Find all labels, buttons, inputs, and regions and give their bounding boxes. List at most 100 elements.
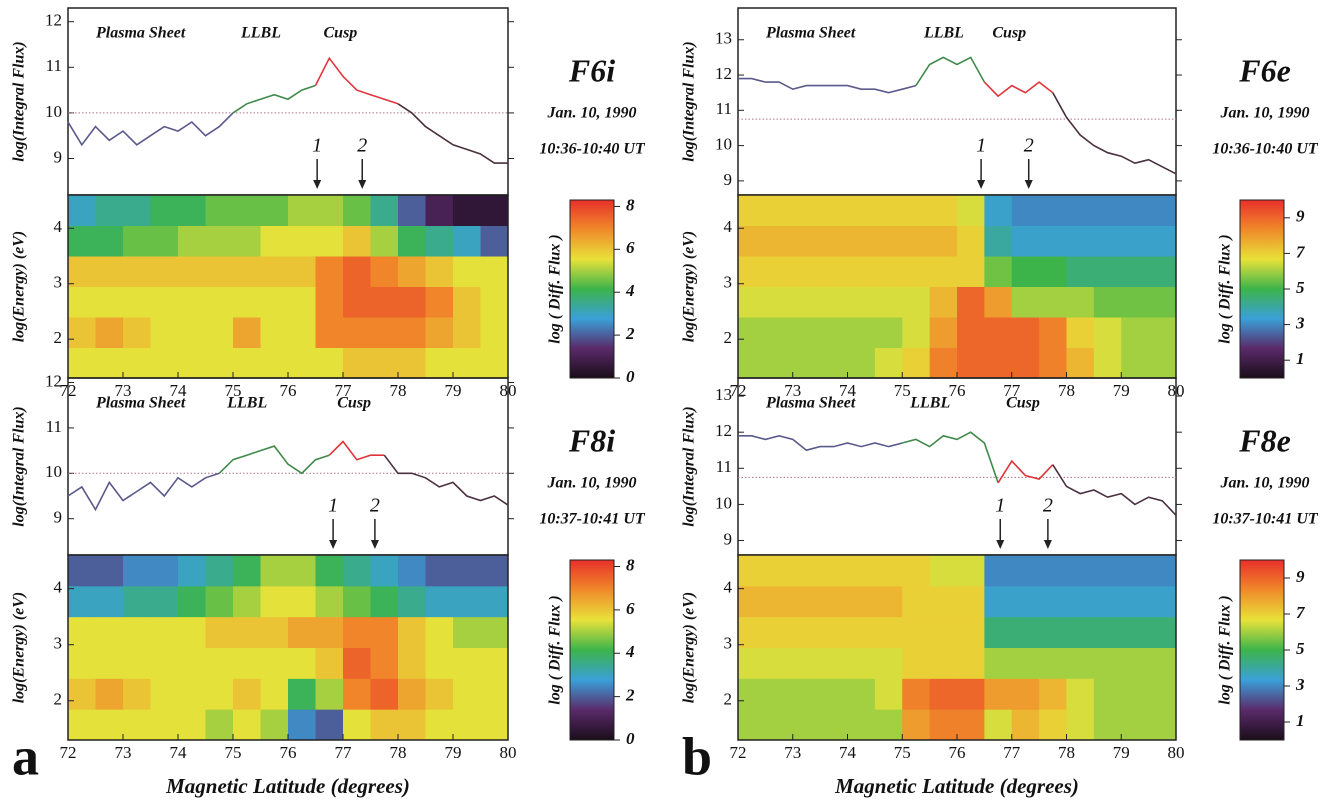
- spectrogram-cell: [233, 585, 261, 618]
- spectrogram-cell: [765, 616, 794, 648]
- spectrogram-cell: [123, 286, 151, 318]
- spectrogram-cell: [847, 678, 876, 710]
- spectrogram-cell: [929, 709, 958, 741]
- spectrogram-cell: [1093, 256, 1122, 287]
- flux-line: [383, 454, 509, 506]
- panel-title: F8e: [1238, 422, 1291, 458]
- spectrogram-cell: [370, 317, 399, 348]
- spectrogram-cell: [1066, 585, 1095, 618]
- spectrogram-cell: [738, 616, 766, 648]
- x-tick-label: 80: [1168, 743, 1185, 762]
- spectrogram-cell: [1039, 555, 1067, 587]
- spectrogram-cell: [123, 678, 151, 710]
- spectrogram-cell: [1066, 195, 1095, 226]
- spectrogram-cell: [480, 286, 509, 318]
- arrow-label: 2: [1043, 495, 1053, 517]
- spectrogram-cell: [1121, 286, 1150, 318]
- region-label: Plasma Sheet: [95, 25, 186, 42]
- spectrogram-cell: [929, 555, 958, 587]
- panel-date: Jan. 10, 1990: [547, 475, 637, 492]
- spectrogram-cell: [205, 286, 234, 318]
- y-axis-label: log(Energy) (eV): [11, 231, 28, 343]
- arrow-head: [313, 180, 322, 189]
- spectrogram-cell: [260, 678, 289, 710]
- flux-line: [314, 56, 399, 105]
- region-label: LLBL: [923, 25, 964, 42]
- spectrogram-cell: [1121, 225, 1150, 257]
- spectrogram-cell: [738, 585, 766, 618]
- spectrogram-cell: [205, 256, 234, 287]
- spectrogram-cell: [178, 616, 206, 648]
- spectrogram-cell: [874, 225, 903, 257]
- spectrogram-cell: [874, 616, 903, 648]
- flux-line: [67, 472, 220, 512]
- spectrogram-cell: [425, 709, 454, 741]
- spectrogram-cell: [957, 195, 985, 226]
- colorbar: [1239, 199, 1285, 379]
- colorbar-tick-label: 2: [625, 686, 635, 705]
- spectrogram-cell: [178, 256, 206, 287]
- spectrogram-cell: [984, 647, 1013, 679]
- spectrogram-cell: [1121, 347, 1150, 379]
- spectrogram-cell: [178, 678, 206, 710]
- spectrogram-cell: [1121, 585, 1150, 618]
- spectrogram-cell: [874, 709, 903, 741]
- flux-line: [218, 445, 330, 475]
- region-label: Plasma Sheet: [765, 25, 856, 42]
- spectrogram-cell: [315, 286, 344, 318]
- spectrogram-cell: [765, 225, 794, 257]
- spectrogram-cell: [260, 347, 289, 379]
- spectrogram-cell: [233, 256, 261, 287]
- spectrogram-cell: [984, 585, 1013, 618]
- spectrogram-cell: [233, 709, 261, 741]
- y-tick-label: 12: [715, 64, 732, 83]
- flux-line: [997, 459, 1054, 484]
- flux-line: [1052, 464, 1177, 516]
- spectrogram-cell: [1093, 347, 1122, 379]
- spectrogram-cell: [453, 709, 481, 741]
- spectrogram-cell: [370, 347, 399, 379]
- spectrogram-cell: [1148, 195, 1177, 226]
- spectrogram-cell: [370, 709, 399, 741]
- spectrogram-cell: [398, 347, 426, 379]
- spectrogram-cell: [765, 585, 794, 618]
- spectrogram-cell: [1039, 225, 1067, 257]
- spectrogram-cell: [984, 195, 1013, 226]
- spectrogram-cell: [260, 555, 289, 587]
- spectrogram-cell: [68, 317, 96, 348]
- y-tick-label: 3: [54, 634, 63, 653]
- spectrogram-cell: [792, 647, 821, 679]
- spectrogram-cell: [398, 225, 426, 257]
- spectrogram-cell: [1011, 317, 1040, 348]
- spectrogram-cell: [260, 647, 289, 679]
- x-tick-label: 77: [1003, 381, 1021, 400]
- x-tick-label: 73: [784, 743, 801, 762]
- spectrogram-cell: [984, 256, 1013, 287]
- x-tick-label: 73: [115, 381, 132, 400]
- spectrogram-cell: [343, 347, 371, 379]
- spectrogram-cell: [874, 347, 903, 379]
- colorbar-label: log ( Diff. Flux ): [547, 234, 564, 343]
- spectrogram-cell: [453, 678, 481, 710]
- spectrogram-cell: [343, 678, 371, 710]
- spectrogram-cell: [150, 286, 179, 318]
- region-label: LLBL: [226, 395, 267, 412]
- arrow-label: 1: [976, 135, 986, 157]
- spectrogram-cell: [847, 555, 876, 587]
- spectrogram-cell: [1011, 555, 1040, 587]
- spectrogram-cell: [902, 347, 931, 379]
- spectrogram-cell: [398, 585, 426, 618]
- spectrogram-cell: [847, 225, 876, 257]
- spectrogram-cell: [398, 286, 426, 318]
- spectrogram-cell: [95, 286, 124, 318]
- spectrogram-cell: [1093, 555, 1122, 587]
- spectrogram-cell: [1011, 195, 1040, 226]
- spectrogram-cell: [1121, 555, 1150, 587]
- spectrogram-cell: [1121, 647, 1150, 679]
- flux-line: [1052, 92, 1177, 175]
- y-tick-label: 2: [54, 328, 63, 347]
- spectrogram-cell: [453, 286, 481, 318]
- spectrogram-cell: [178, 347, 206, 379]
- spectrogram-cell: [765, 286, 794, 318]
- spectrogram-cell: [957, 256, 985, 287]
